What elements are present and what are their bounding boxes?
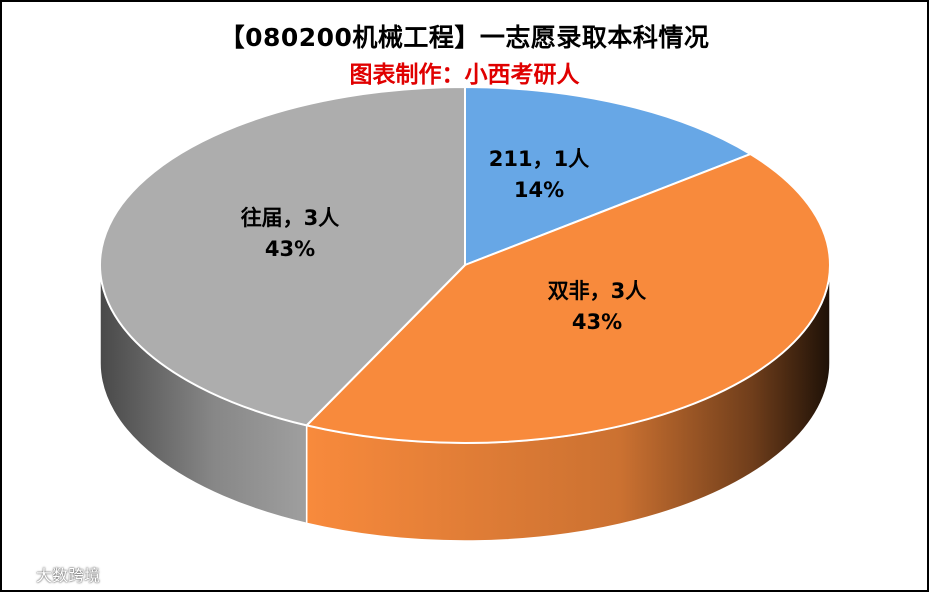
slice-label-1-name: 双非，3人 [548, 279, 647, 303]
chart-subtitle: 图表制作：小西考研人 [349, 62, 580, 88]
slice-label-2-name: 往届，3人 [241, 206, 340, 230]
slice-1 [305, 153, 831, 444]
logo-icon [10, 569, 30, 582]
slice-label-0-percent: 14% [514, 178, 564, 202]
slice-0 [464, 86, 752, 266]
slice-2 [99, 86, 466, 427]
slice-label-1-percent: 43% [572, 310, 622, 334]
chart-title: 【080200机械工程】一志愿录取本科情况 [219, 23, 710, 52]
watermark-text: 大数跨境 [36, 566, 101, 585]
slice-label-2-percent: 43% [265, 237, 315, 261]
slice-label-0-name: 211，1人 [489, 147, 589, 171]
watermark: 大数跨境 [10, 562, 100, 586]
